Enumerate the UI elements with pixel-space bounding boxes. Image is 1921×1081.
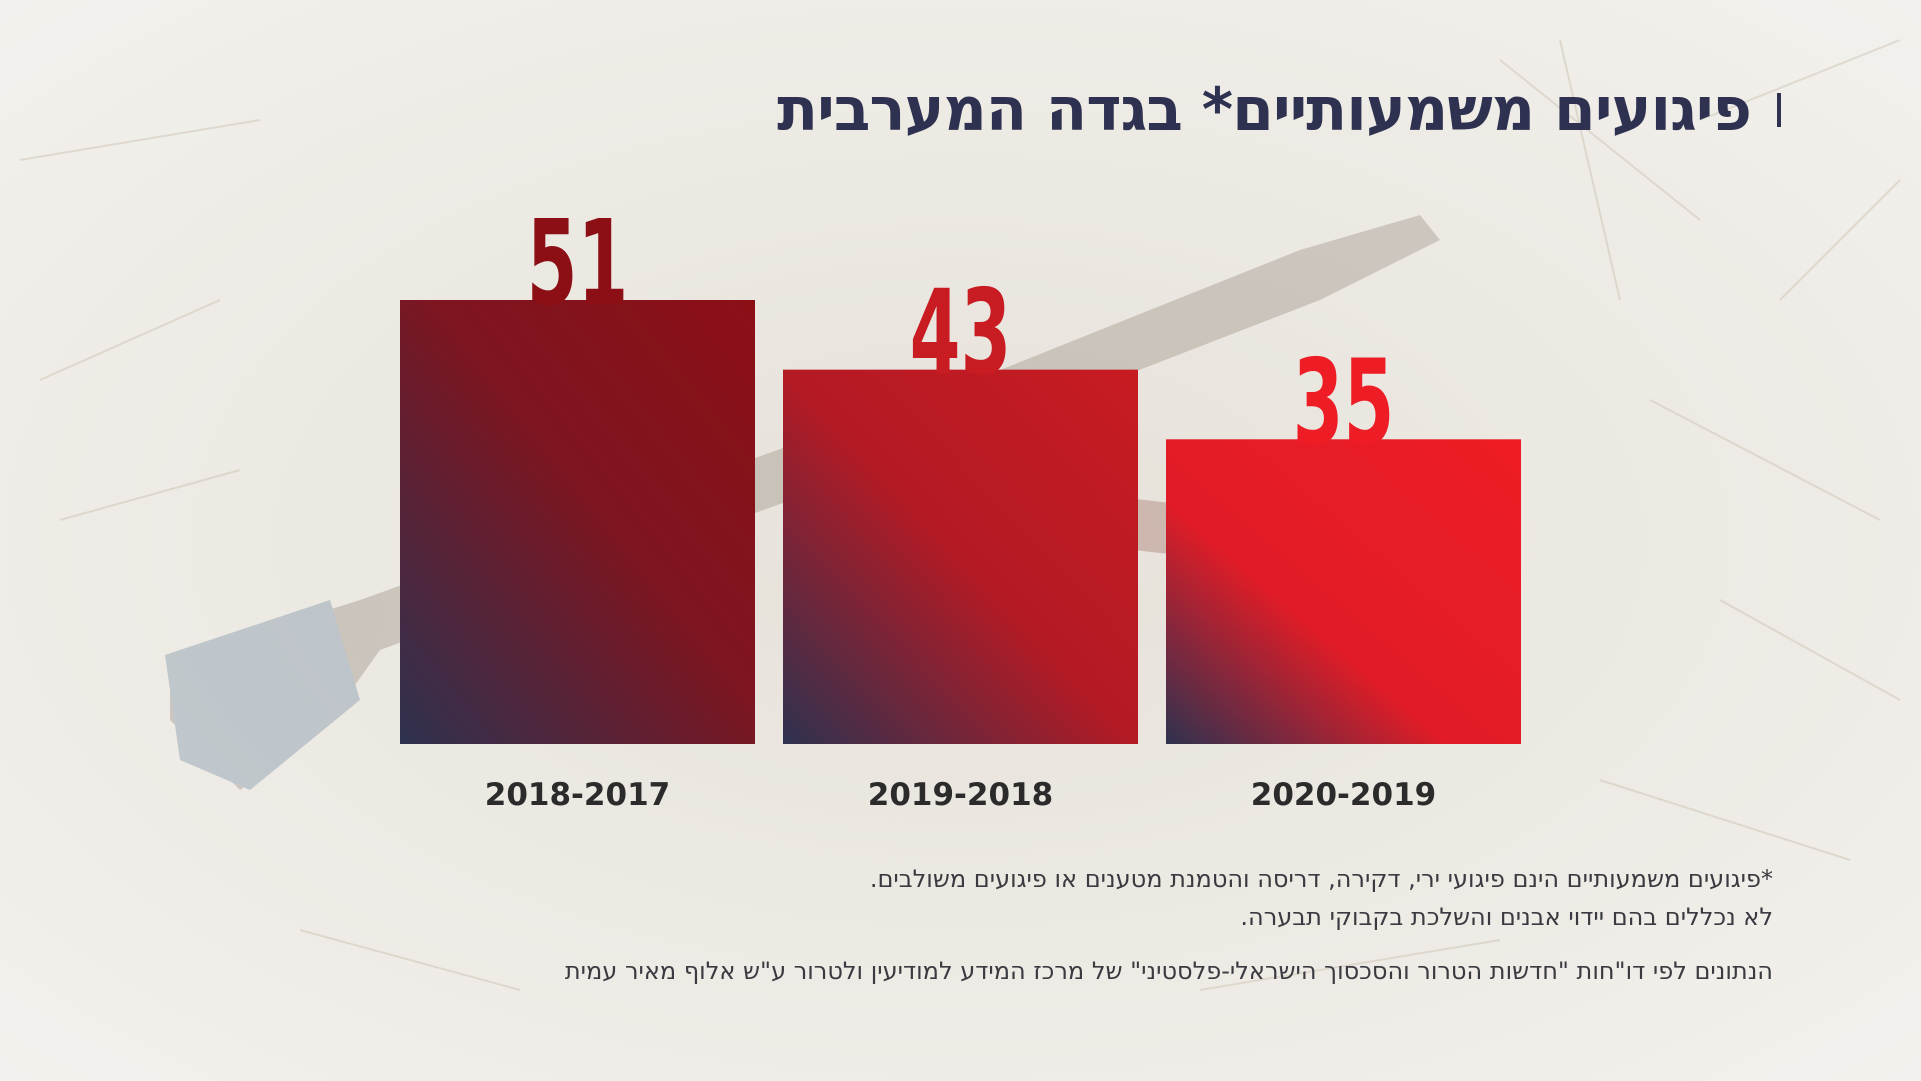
bar-2020-2019 xyxy=(1166,439,1521,744)
bar-2019-2018 xyxy=(783,369,1138,744)
footnote-definition: *פיגועים משמעותיים הינם פיגועי ירי, דקיר… xyxy=(869,865,1773,893)
bar-2018-2017 xyxy=(400,300,755,744)
chart-title: פיגועים משמעותיים* בגדה המערבית xyxy=(777,80,1781,140)
value-label-2019-2018: 43 xyxy=(910,265,1012,402)
chart-title-text: פיגועים משמעותיים* בגדה המערבית xyxy=(777,75,1752,145)
category-label-2019-2018: 2019-2018 xyxy=(868,777,1053,813)
footnote-source: הנתונים לפי דו"חות "חדשות הטרור והסכסוך … xyxy=(564,957,1773,985)
value-labels-group: 51 43 35 xyxy=(527,196,1395,472)
category-labels-group: 2018-2017 2019-2018 2020-2019 xyxy=(485,777,1436,813)
value-label-2018-2017: 51 xyxy=(527,196,629,333)
category-label-2018-2017: 2018-2017 xyxy=(485,777,670,813)
value-label-2020-2019: 35 xyxy=(1293,335,1395,472)
footnote-exclusions: לא נכללים בהם יידוי אבנים והשלכת בקבוקי … xyxy=(1240,903,1773,931)
bars-group xyxy=(400,300,1521,744)
category-label-2020-2019: 2020-2019 xyxy=(1251,777,1436,813)
title-accent-bar xyxy=(1777,93,1781,127)
